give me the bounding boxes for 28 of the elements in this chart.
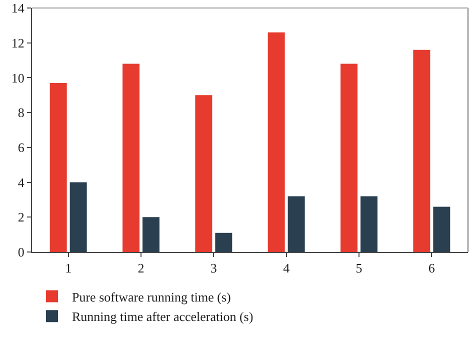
bar bbox=[340, 64, 358, 252]
x-tick-label: 1 bbox=[65, 260, 72, 276]
bar bbox=[288, 196, 305, 252]
y-tick-label: 12 bbox=[11, 35, 24, 50]
bar bbox=[360, 196, 378, 252]
y-tick-label: 14 bbox=[11, 0, 25, 16]
bar bbox=[433, 206, 450, 252]
legend-label: Running time after acceleration (s) bbox=[72, 309, 254, 324]
bar bbox=[70, 182, 87, 252]
y-tick-label: 0 bbox=[18, 244, 24, 260]
x-tick-label: 3 bbox=[210, 260, 217, 276]
x-tick-label: 6 bbox=[428, 260, 436, 276]
x-tick-label: 4 bbox=[283, 260, 290, 276]
bar bbox=[413, 50, 430, 252]
legend-label: Pure software running time (s) bbox=[72, 289, 231, 304]
bar bbox=[195, 95, 212, 252]
x-tick-label: 5 bbox=[356, 260, 362, 276]
y-tick-label: 8 bbox=[18, 105, 24, 120]
bar bbox=[215, 232, 232, 252]
y-tick-label: 4 bbox=[18, 174, 25, 190]
y-tick-label: 6 bbox=[18, 140, 25, 155]
bar bbox=[268, 32, 285, 252]
y-tick-label: 2 bbox=[18, 210, 24, 225]
y-tick-label: 10 bbox=[11, 70, 24, 86]
bar bbox=[122, 64, 140, 252]
x-tick-label: 2 bbox=[138, 260, 144, 276]
bar bbox=[50, 82, 67, 252]
bar bbox=[142, 217, 160, 252]
